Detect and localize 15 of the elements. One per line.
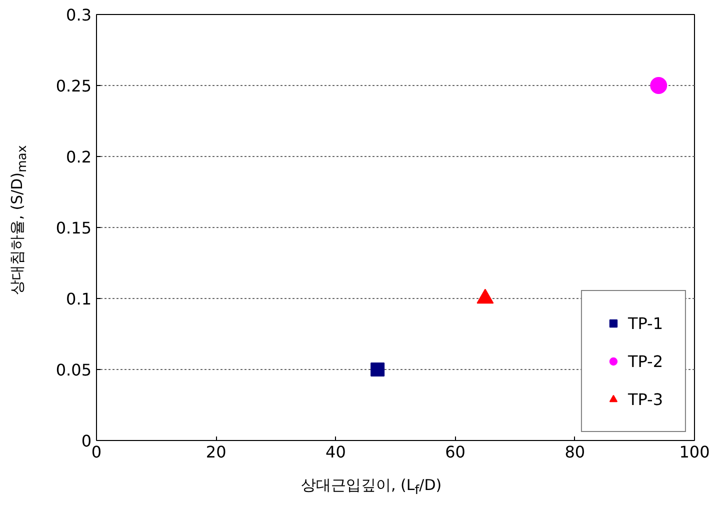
legend-label: TP-2 xyxy=(628,352,663,370)
x-tick-label: 20 xyxy=(206,442,226,462)
y-tick-label: 0.25 xyxy=(56,76,92,96)
x-tick-label: 40 xyxy=(326,442,346,462)
y-tick-label: 0.05 xyxy=(56,360,92,380)
y-tick-label: 0.2 xyxy=(66,148,92,166)
x-axis-title: 상대근입깊이, (L$_{f}$/D) xyxy=(300,475,442,499)
x-tick-label: 60 xyxy=(445,442,466,462)
x-tick-label: 100 xyxy=(679,442,710,462)
x-tick-label: 80 xyxy=(564,442,586,462)
y-tick-label: 0.3 xyxy=(66,6,92,24)
y-tick-label: 0.1 xyxy=(66,290,92,308)
y-tick-label: 0.15 xyxy=(56,218,92,238)
legend-label: TP-1 xyxy=(628,314,663,332)
legend-label: TP-3 xyxy=(628,390,663,408)
